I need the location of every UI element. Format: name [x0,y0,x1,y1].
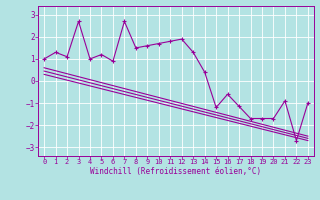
X-axis label: Windchill (Refroidissement éolien,°C): Windchill (Refroidissement éolien,°C) [91,167,261,176]
